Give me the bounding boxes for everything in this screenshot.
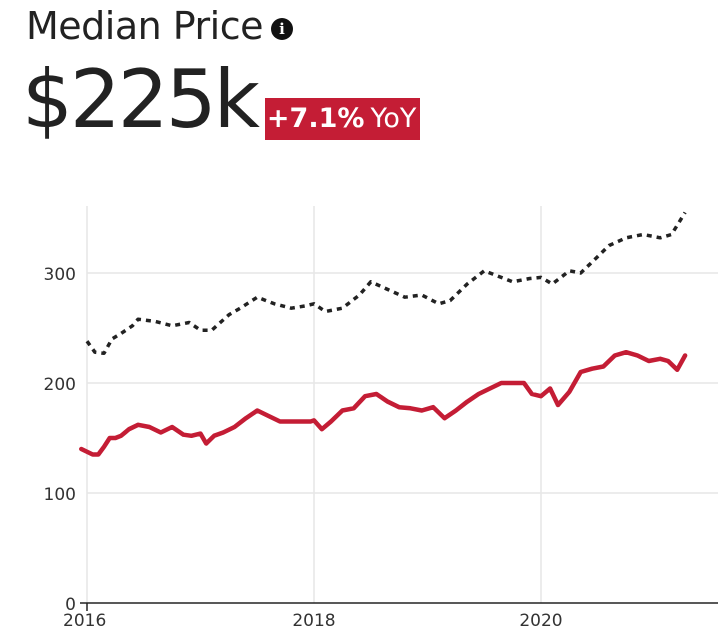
y-tick-label-0: 0 — [65, 595, 76, 615]
median-price-value: $225k — [22, 53, 260, 146]
chart-header: Median Price i — [26, 2, 293, 50]
x-tick-label-2016: 2016 — [63, 611, 106, 631]
dotted-series-line — [85, 211, 687, 356]
x-tick-label-2020: 2020 — [519, 611, 562, 631]
solid-series-line — [79, 349, 688, 457]
yoy-period-label: YoY — [370, 103, 417, 134]
yoy-change-badge: +7.1% YoY — [264, 98, 421, 140]
x-tick-label-2018: 2018 — [292, 611, 335, 631]
y-tick-label-200: 200 — [44, 375, 76, 395]
y-tick-label-100: 100 — [44, 485, 76, 505]
y-tick-label-300: 300 — [44, 265, 76, 285]
chart-title: Median Price — [26, 4, 264, 48]
yoy-change-value: +7.1% — [266, 103, 365, 134]
headline-value-row: $225k +7.1% YoY — [22, 53, 421, 146]
info-icon[interactable]: i — [271, 18, 293, 40]
